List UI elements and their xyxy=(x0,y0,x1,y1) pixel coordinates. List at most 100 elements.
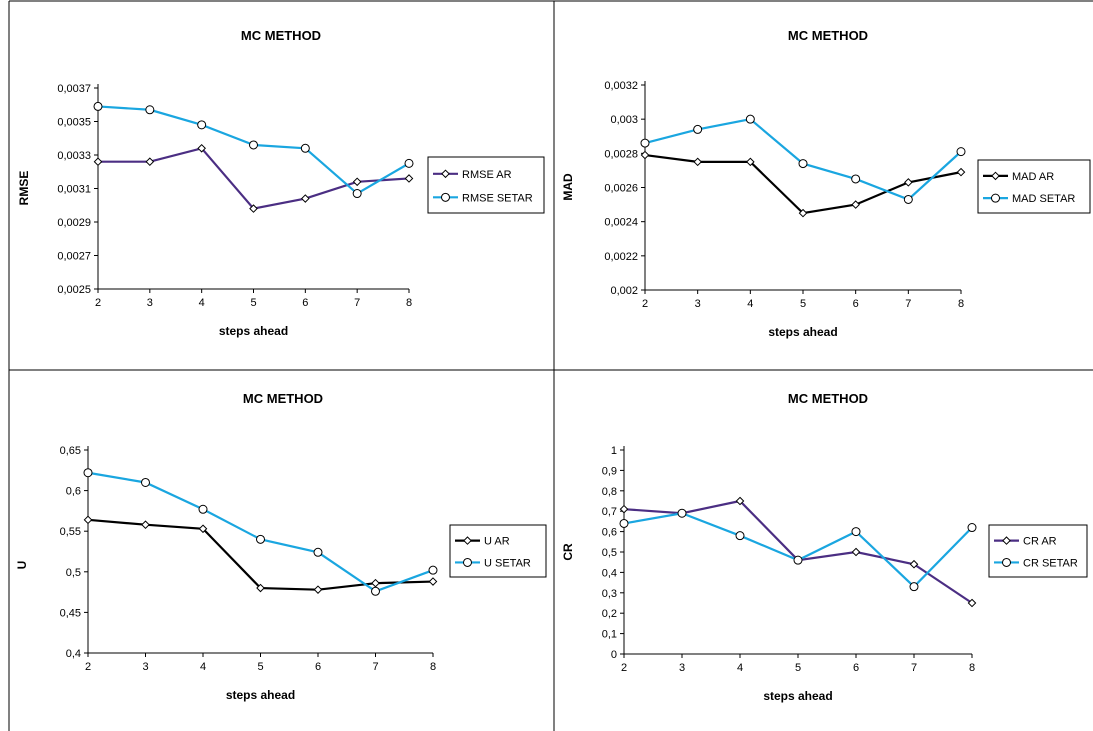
x-axis-label: steps ahead xyxy=(219,324,288,338)
x-tick-label: 7 xyxy=(905,298,911,310)
data-point-marker xyxy=(83,515,93,525)
data-point-marker xyxy=(301,194,310,203)
x-tick-label: 5 xyxy=(795,662,801,674)
data-point-marker xyxy=(619,504,629,514)
y-tick-label: 0,0035 xyxy=(57,117,91,129)
rmse-chart: MC METHOD 0,0025 0,0027 0,0029 0,0031 0,0033 0… xyxy=(17,28,545,338)
data-point-marker xyxy=(256,534,265,544)
x-tick-label: 3 xyxy=(147,297,153,309)
y-axis-label: CR xyxy=(561,543,575,561)
series-rmse-setar xyxy=(93,101,414,199)
data-point-marker xyxy=(83,468,93,478)
data-point-marker xyxy=(93,101,103,111)
x-tick-label: 2 xyxy=(85,661,91,673)
chart-panel-rmse: MC METHOD 0,0025 0,0027 0,0029 0,0031 0,0033 0… xyxy=(0,0,554,370)
x-tick-label: 4 xyxy=(200,661,206,673)
legend-marker xyxy=(991,193,1000,203)
data-point-marker xyxy=(428,577,438,586)
x-tick-label: 8 xyxy=(430,661,436,673)
y-tick-label: 0,1 xyxy=(602,629,617,641)
y-tick-label: 0,4 xyxy=(602,567,617,579)
data-point-marker xyxy=(903,194,913,204)
data-point-marker xyxy=(197,143,206,153)
x-tick-label: 3 xyxy=(679,662,685,674)
data-point-marker xyxy=(693,157,702,167)
y-tick-label: 0,8 xyxy=(602,486,617,498)
y-tick-label: 0,0025 xyxy=(57,284,91,296)
y-tick-label: 0,0028 xyxy=(604,148,638,160)
series-u-ar xyxy=(83,515,438,594)
y-tick-label: 0,0026 xyxy=(604,183,638,195)
data-point-marker xyxy=(249,204,258,213)
x-tick-label: 8 xyxy=(406,297,412,309)
legend: CR AR CR SETAR xyxy=(988,524,1088,578)
legend-label: CR AR xyxy=(1023,536,1057,548)
y-tick-label: 0,45 xyxy=(60,607,81,619)
data-point-marker xyxy=(198,504,208,514)
y-tick-label: 1 xyxy=(611,445,617,457)
data-point-marker xyxy=(352,189,362,199)
chart-panel-u: MC METHOD 0,4 0,45 0,5 0,55 0,6 0,65 2 3 4 5 6 7 8 ste… xyxy=(0,370,554,731)
y-tick-label: 0,0031 xyxy=(57,184,91,196)
x-tick-label: 4 xyxy=(747,298,753,310)
x-tick-label: 5 xyxy=(250,297,256,309)
x-tick-label: 8 xyxy=(958,298,964,310)
x-tick-label: 2 xyxy=(95,297,101,309)
data-point-marker xyxy=(904,178,913,187)
y-tick-label: 0,6 xyxy=(602,527,617,539)
x-tick-label: 2 xyxy=(642,298,648,310)
chart-title: MC METHOD xyxy=(243,391,323,406)
x-tick-label: 6 xyxy=(853,662,859,674)
series-cr-setar xyxy=(619,508,977,592)
data-point-marker xyxy=(198,524,208,534)
data-point-marker xyxy=(256,583,265,593)
y-tick-label: 0,5 xyxy=(66,567,81,579)
data-point-marker xyxy=(352,177,362,187)
series-line xyxy=(87,518,434,591)
data-point-marker xyxy=(909,582,919,592)
data-point-marker xyxy=(93,157,103,167)
y-axis-label: U xyxy=(15,561,29,570)
u-chart: MC METHOD 0,4 0,45 0,5 0,55 0,6 0,65 2 3 4 5 6 7 8 ste… xyxy=(15,391,547,702)
data-point-marker xyxy=(677,508,687,518)
data-point-marker xyxy=(145,157,155,167)
y-tick-label: 0,0032 xyxy=(604,80,638,92)
legend-marker xyxy=(441,169,450,179)
x-tick-label: 6 xyxy=(315,661,321,673)
data-point-marker xyxy=(145,105,155,115)
x-tick-label: 8 xyxy=(969,662,975,674)
series-mad-ar xyxy=(640,150,966,218)
data-point-marker xyxy=(735,531,745,541)
legend-marker xyxy=(991,171,1000,181)
legend-marker xyxy=(1002,536,1011,545)
series-mad-setar xyxy=(640,114,966,204)
x-tick-label: 5 xyxy=(257,661,263,673)
data-point-marker xyxy=(619,518,629,528)
y-tick-label: 0,0029 xyxy=(57,217,91,229)
legend-label: CR SETAR xyxy=(1023,557,1078,569)
legend-label: U SETAR xyxy=(484,557,531,569)
series-line xyxy=(623,512,973,589)
y-tick-label: 0,5 xyxy=(602,547,617,559)
y-tick-label: 0,0027 xyxy=(57,251,91,263)
chart-title: MC METHOD xyxy=(788,28,868,43)
legend-box xyxy=(977,159,1091,214)
data-point-marker xyxy=(313,585,323,594)
legend-box xyxy=(449,524,547,578)
x-axis-label: steps ahead xyxy=(226,688,295,702)
data-point-marker xyxy=(371,578,380,588)
data-point-marker xyxy=(404,174,414,183)
legend-box xyxy=(427,156,545,214)
data-point-marker xyxy=(300,143,310,153)
legend: RMSE AR RMSE SETAR xyxy=(427,156,545,214)
x-tick-label: 4 xyxy=(199,297,205,309)
data-point-marker xyxy=(793,555,803,565)
chart-title: MC METHOD xyxy=(788,391,868,406)
y-tick-label: 0,0033 xyxy=(57,150,91,162)
data-point-marker xyxy=(404,158,414,168)
data-point-marker xyxy=(851,547,861,557)
y-tick-label: 0,003 xyxy=(610,114,638,126)
data-point-marker xyxy=(851,174,861,184)
data-point-marker xyxy=(745,114,755,124)
